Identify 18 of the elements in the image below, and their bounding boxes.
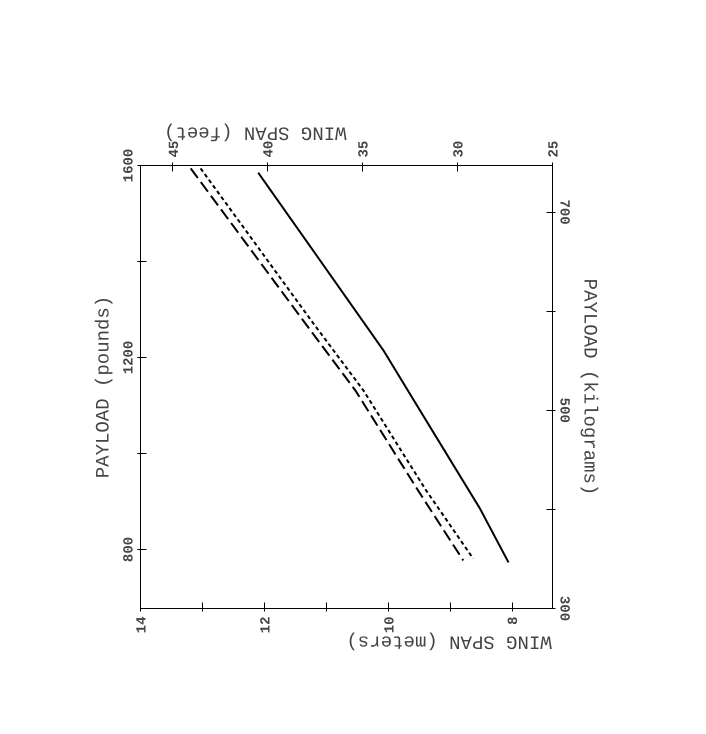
x-tick-label: 12 — [258, 616, 274, 634]
x2-tick-label: 45 — [166, 140, 183, 158]
x-tick-label: 10 — [382, 616, 398, 634]
x2-tick-label: 25 — [546, 140, 562, 158]
x2-tick-label: 40 — [262, 140, 278, 158]
y-axis-title: PAYLOAD (pounds) — [92, 296, 114, 478]
y2-tick-label: 300 — [556, 596, 572, 622]
y-tick-label: 1600 — [122, 148, 138, 182]
y2-axis-title: PAYLOAD (kilograms) — [578, 278, 600, 496]
x-tick-label: 14 — [134, 616, 150, 634]
x-tick-label: 8 — [506, 616, 522, 625]
line-series — [257, 172, 510, 564]
y-tick-label: 1200 — [122, 340, 138, 374]
x2-tick-label: 35 — [356, 140, 373, 158]
y-tick-label: 800 — [122, 536, 138, 562]
y2-tick-label: 700 — [556, 199, 572, 225]
y2-tick-label: 500 — [556, 398, 572, 423]
x2-tick-label: 30 — [452, 140, 468, 158]
